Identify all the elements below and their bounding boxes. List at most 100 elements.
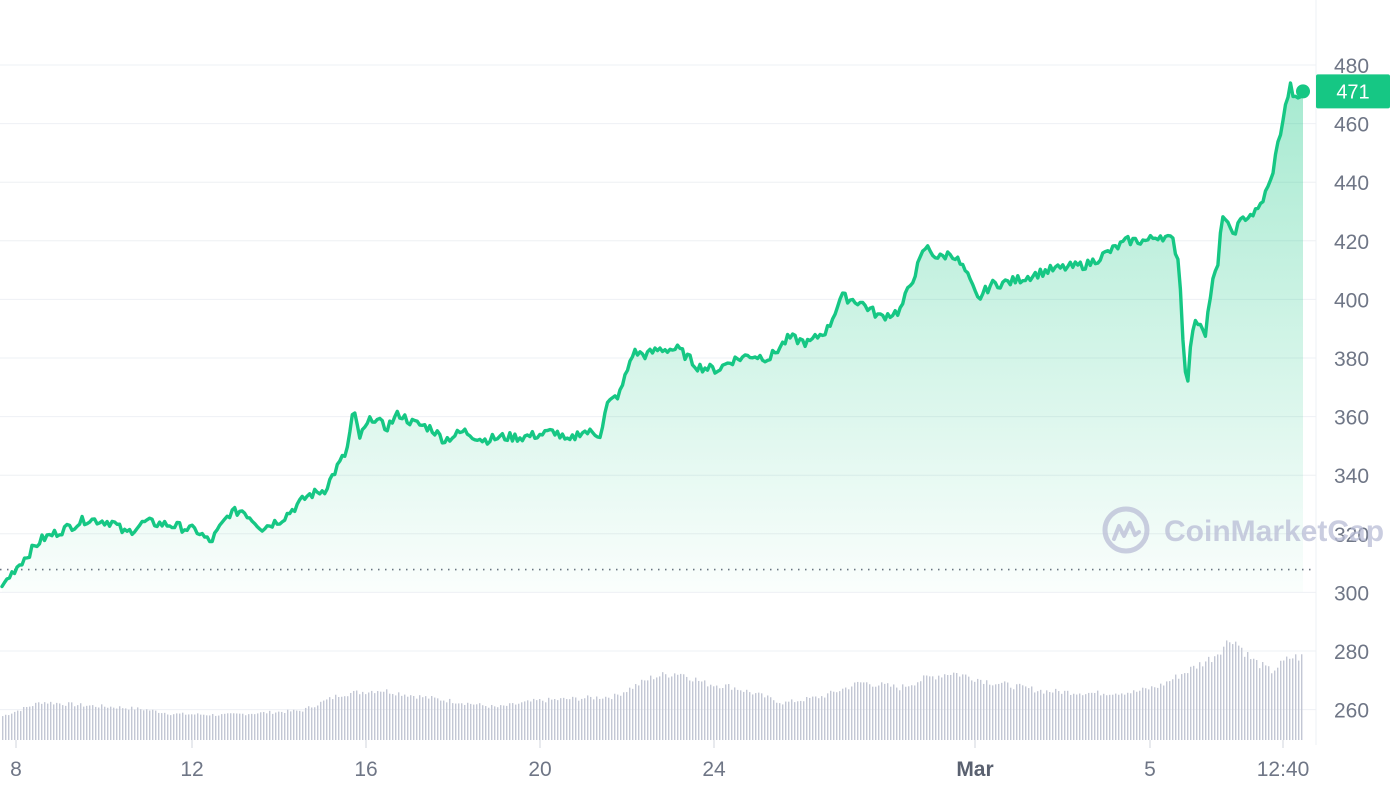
volume-bar [323, 700, 325, 740]
volume-bar [626, 692, 628, 740]
volume-bar [644, 680, 646, 740]
volume-bar [98, 707, 100, 740]
volume-bar [1082, 695, 1084, 740]
volume-bar [905, 686, 907, 740]
current-price-dot[interactable] [1296, 84, 1310, 99]
y-tick-label: 320 [1334, 524, 1369, 547]
volume-bar [329, 697, 331, 740]
volume-bar [494, 706, 496, 740]
volume-bar [338, 697, 340, 740]
volume-bar [1148, 689, 1150, 740]
volume-bar [419, 695, 421, 740]
volume-bar [236, 713, 238, 740]
volume-bar [1112, 694, 1114, 740]
volume-bar [56, 702, 58, 740]
volume-bar [1292, 658, 1294, 740]
volume-bar [305, 707, 307, 740]
volume-bar [134, 709, 136, 740]
volume-bar [557, 700, 559, 740]
volume-bar [1073, 693, 1075, 740]
volume-bar [287, 709, 289, 740]
volume-bar [857, 681, 859, 740]
volume-bar [851, 686, 853, 740]
volume-bar [566, 699, 568, 740]
volume-bars [2, 640, 1303, 740]
volume-bar [1175, 674, 1177, 740]
volume-bar [422, 697, 424, 740]
volume-bar [1106, 695, 1108, 740]
volume-bar [8, 715, 10, 740]
volume-bar [1283, 660, 1285, 740]
y-tick-label: 420 [1334, 231, 1369, 254]
volume-bar [110, 706, 112, 740]
volume-bar [635, 684, 637, 740]
volume-bar [404, 694, 406, 740]
volume-bar [167, 714, 169, 740]
volume-bar [1184, 673, 1186, 740]
volume-bar [1025, 686, 1027, 740]
volume-bar [752, 694, 754, 740]
volume-bar [929, 676, 931, 740]
volume-bar [476, 704, 478, 740]
volume-bar [149, 710, 151, 740]
volume-bar [767, 695, 769, 740]
volume-bar [122, 708, 124, 740]
volume-bar [710, 684, 712, 740]
volume-bar [215, 715, 217, 740]
volume-bar [812, 696, 814, 740]
volume-bar [665, 674, 667, 740]
volume-bar [20, 711, 22, 740]
volume-bar [59, 703, 61, 740]
volume-bar [191, 714, 193, 740]
volume-bar [917, 682, 919, 740]
volume-bar [188, 714, 190, 740]
volume-bar [383, 691, 385, 740]
volume-bar [245, 715, 247, 740]
volume-bar [1160, 683, 1162, 740]
volume-bar [962, 674, 964, 740]
volume-bar [1250, 659, 1252, 740]
volume-bar [800, 700, 802, 740]
volume-bar [452, 703, 454, 740]
volume-bar [1169, 681, 1171, 740]
coinmarketcap-logo-icon [1102, 506, 1150, 554]
volume-bar [161, 713, 163, 740]
volume-bar [101, 704, 103, 740]
volume-bar [731, 689, 733, 740]
volume-bar [1238, 645, 1240, 740]
x-tick-label: 20 [528, 758, 551, 781]
volume-bar [83, 706, 85, 740]
volume-bar [671, 676, 673, 740]
volume-bar [629, 687, 631, 740]
volume-bar [1166, 681, 1168, 740]
volume-bar [1091, 692, 1093, 740]
volume-bar [515, 704, 517, 740]
volume-bar [722, 688, 724, 740]
volume-bar [1181, 674, 1183, 740]
volume-bar [293, 709, 295, 740]
volume-bar [353, 690, 355, 740]
volume-bar [902, 684, 904, 740]
volume-bar [1232, 644, 1234, 740]
volume-bar [1022, 685, 1024, 740]
volume-bar [1016, 684, 1018, 740]
volume-bar [482, 705, 484, 740]
volume-bar [359, 694, 361, 740]
volume-bar [686, 676, 688, 740]
volume-bar [221, 714, 223, 740]
volume-bar [941, 677, 943, 740]
volume-bar [425, 696, 427, 740]
volume-bar [1163, 685, 1165, 740]
volume-bar [674, 673, 676, 740]
volume-bar [212, 713, 214, 740]
volume-bar [614, 693, 616, 740]
volume-bar [575, 697, 577, 740]
volume-bar [854, 682, 856, 740]
volume-bar [998, 683, 1000, 740]
volume-bar [845, 687, 847, 740]
volume-bar [797, 701, 799, 740]
volume-bar [542, 700, 544, 740]
volume-bar [887, 683, 889, 740]
volume-bar [1196, 668, 1198, 740]
volume-bar [1085, 694, 1087, 740]
